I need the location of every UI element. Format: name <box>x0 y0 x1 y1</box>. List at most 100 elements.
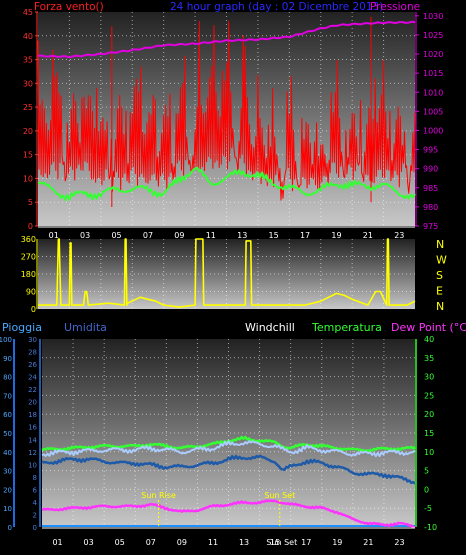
x-tick-label: 17 <box>301 538 311 547</box>
humidity-y-tick-label: 14 <box>28 436 37 444</box>
pressure-y-tick-label: 1015 <box>423 69 443 78</box>
x-tick-label: 05 <box>115 538 125 547</box>
rain-y-tick-label: 10 <box>3 505 12 513</box>
sunset-annotation: Sun Set <box>264 491 295 500</box>
pressure-y-tick-label: 1010 <box>423 88 443 97</box>
pressure-y-tick-label: 990 <box>423 165 438 174</box>
wind-y-tick-label: 15 <box>23 151 33 160</box>
wind-y-tick-label: 0 <box>28 222 33 231</box>
compass-letter: E <box>436 285 443 298</box>
direction-y-tick-label: 180 <box>21 270 36 279</box>
wind-y-tick-label: 5 <box>28 198 33 207</box>
direction-y-tick-label: 90 <box>26 288 36 297</box>
compass-letter: S <box>436 269 443 282</box>
windchill-line <box>41 440 416 458</box>
x-tick-label: 17 <box>300 231 310 240</box>
compass-letter: W <box>436 254 447 267</box>
pressure-y-tick-label: 1000 <box>423 126 443 135</box>
temperature-y-tick-label: 10 <box>424 448 434 457</box>
x-tick-label: 01 <box>49 231 59 240</box>
humidity-line <box>41 454 416 485</box>
temperature-y-tick-label: 0 <box>424 485 429 494</box>
wind-y-tick-label: 30 <box>23 79 33 88</box>
x-tick-label: 13 <box>239 538 249 547</box>
temperature-y-tick-label: 30 <box>424 373 434 382</box>
wind-y-tick-label: 35 <box>23 56 33 65</box>
wind-y-tick-label: 25 <box>23 103 33 112</box>
rain-y-tick-label: 60 <box>3 411 12 419</box>
x-tick-label: 09 <box>174 231 184 240</box>
pressure-y-tick-label: 980 <box>423 203 438 212</box>
rain-y-tick-label: 40 <box>3 449 12 457</box>
x-tick-label: 11 <box>208 538 218 547</box>
x-tick-label: 19 <box>332 538 342 547</box>
x-tick-label: 13 <box>237 231 247 240</box>
x-tick-label: 23 <box>394 231 404 240</box>
rain-y-tick-label: 0 <box>8 524 12 532</box>
x-tick-label: 11 <box>206 231 216 240</box>
rain-y-tick-label: 20 <box>3 486 12 494</box>
temperature-y-tick-label: -5 <box>424 504 432 513</box>
sunrise-annotation: Sun Rise <box>141 491 176 500</box>
humidity-y-tick-label: 10 <box>28 461 37 469</box>
wind-y-tick-label: 10 <box>23 174 33 183</box>
temperature-y-tick-label: 35 <box>424 354 434 363</box>
humidity-y-tick-label: 8 <box>33 474 37 482</box>
x-tick-label: 01 <box>52 538 62 547</box>
rain-y-tick-label: 100 <box>0 336 12 344</box>
direction-panel-grid <box>38 239 415 309</box>
humidity-y-tick-label: 24 <box>28 374 37 382</box>
humidity-y-tick-label: 20 <box>28 399 37 407</box>
temperature-label: Temperatura <box>311 321 382 334</box>
windchill-label: Windchill <box>245 321 295 334</box>
humidity-y-tick-label: 6 <box>33 486 38 494</box>
pressure-y-tick-label: 995 <box>423 146 438 155</box>
humidity-y-tick-label: 0 <box>33 524 37 532</box>
x-tick-label: 23 <box>394 538 404 547</box>
temperature-y-tick-label: 20 <box>424 410 434 419</box>
wind-direction-line <box>38 238 416 308</box>
pressure-y-tick-label: 1005 <box>423 107 443 116</box>
rain-y-tick-label: 80 <box>3 374 12 382</box>
pressure-y-tick-label: 985 <box>423 184 438 193</box>
direction-y-tick-label: 270 <box>21 253 36 262</box>
temperature-y-tick-label: 15 <box>424 429 434 438</box>
pressure-y-tick-label: 1030 <box>423 12 443 21</box>
sunset-x-annotation: Sun Set <box>266 538 297 547</box>
x-tick-label: 07 <box>143 231 153 240</box>
wind-y-tick-label: 45 <box>23 8 33 17</box>
direction-y-tick-label: 0 <box>31 305 36 314</box>
temperature-y-tick-label: 5 <box>424 467 429 476</box>
wind-average-line <box>37 166 416 201</box>
x-tick-label: 05 <box>111 231 121 240</box>
wind-label: Forza vento() <box>34 1 104 13</box>
dew-point-label: Dew Point (°C) <box>391 321 466 334</box>
pressure-label: Pressione <box>370 1 420 13</box>
x-tick-label: 19 <box>331 231 341 240</box>
wind-speed-line <box>37 21 416 201</box>
x-tick-label: 03 <box>80 231 90 240</box>
rain-y-tick-label: 30 <box>3 468 12 476</box>
humidity-y-tick-label: 26 <box>28 361 37 369</box>
humidity-y-tick-label: 30 <box>28 336 37 344</box>
humidity-label: Umidita <box>64 321 107 334</box>
temperature-panel-grid <box>42 339 415 527</box>
humidity-y-tick-label: 12 <box>28 449 37 457</box>
rain-y-tick-label: 90 <box>3 355 12 363</box>
x-tick-label: 15 <box>269 231 279 240</box>
wind-y-tick-label: 20 <box>23 127 33 136</box>
pressure-y-tick-label: 1020 <box>423 50 443 59</box>
pressure-y-tick-label: 975 <box>423 222 438 231</box>
humidity-y-tick-label: 22 <box>28 386 37 394</box>
humidity-y-tick-label: 4 <box>33 499 38 507</box>
pressure-y-tick-label: 1025 <box>423 31 443 40</box>
rain-y-tick-label: 50 <box>3 430 12 438</box>
x-tick-label: 15 <box>270 538 280 547</box>
humidity-y-tick-label: 28 <box>28 349 37 357</box>
humidity-y-tick-label: 16 <box>28 424 37 432</box>
pressure-line <box>37 20 416 59</box>
direction-y-tick-label: 360 <box>21 235 36 244</box>
temperature-y-tick-label: -10 <box>424 523 437 532</box>
temperature-y-tick-label: 40 <box>424 335 434 344</box>
